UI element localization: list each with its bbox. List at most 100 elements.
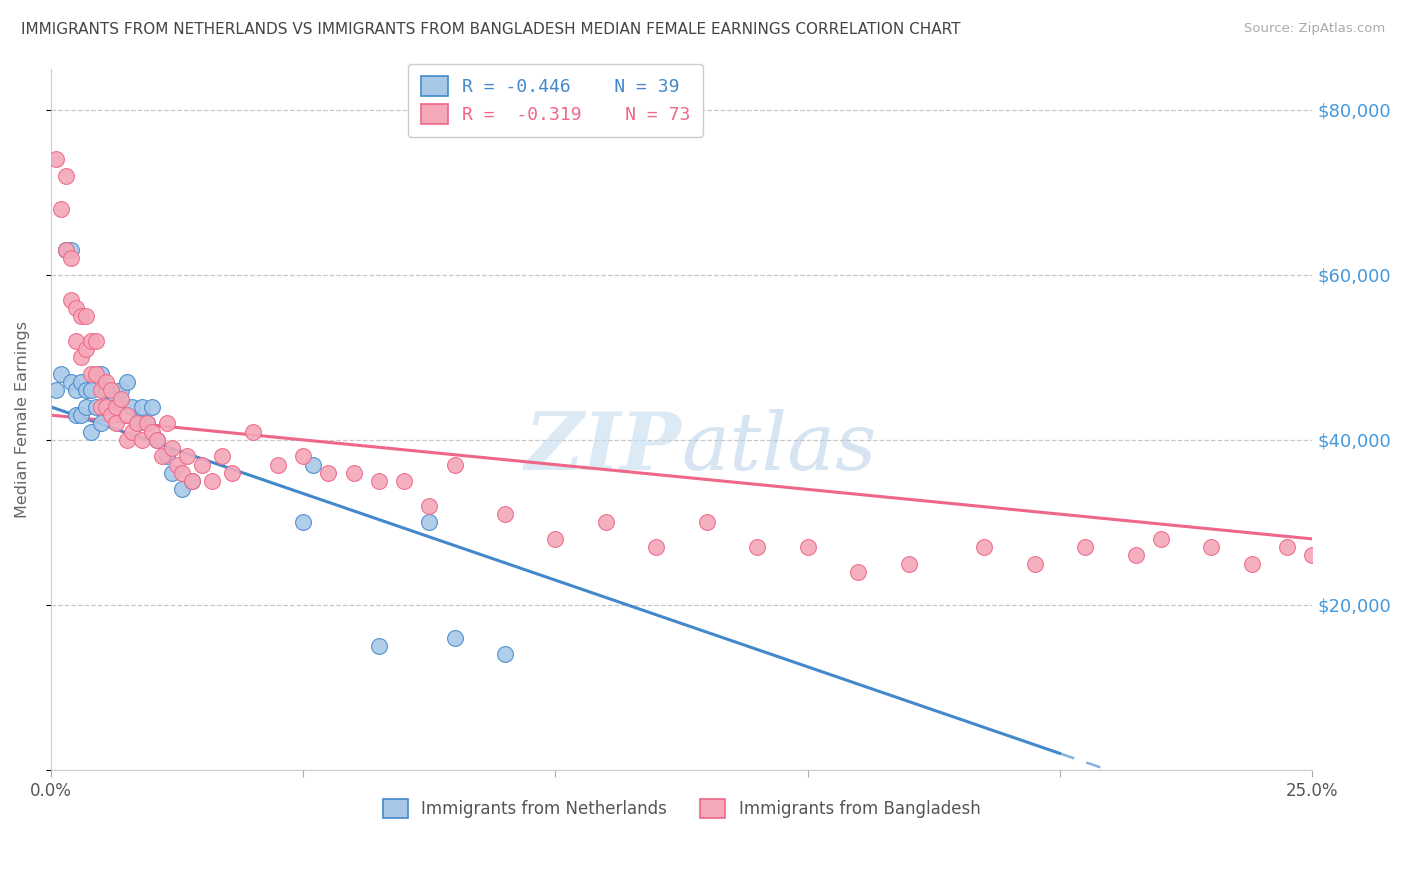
- Point: [1312, 557, 1334, 571]
- Point: [80, 425, 103, 439]
- Point: [84, 334, 107, 348]
- Point: [1074, 540, 1097, 554]
- Point: [55, 243, 77, 257]
- Point: [170, 466, 193, 480]
- Point: [80, 334, 103, 348]
- Point: [1201, 540, 1223, 554]
- Point: [156, 417, 179, 431]
- Point: [65, 384, 87, 398]
- Point: [160, 441, 183, 455]
- Point: [443, 458, 465, 472]
- Point: [90, 400, 112, 414]
- Point: [645, 540, 668, 554]
- Point: [100, 384, 122, 398]
- Point: [797, 540, 820, 554]
- Point: [318, 466, 340, 480]
- Text: IMMIGRANTS FROM NETHERLANDS VS IMMIGRANTS FROM BANGLADESH MEDIAN FEMALE EARNINGS: IMMIGRANTS FROM NETHERLANDS VS IMMIGRANT…: [21, 22, 960, 37]
- Point: [70, 351, 93, 365]
- Point: [75, 400, 97, 414]
- Point: [75, 309, 97, 323]
- Text: atlas: atlas: [682, 409, 877, 486]
- Point: [135, 417, 157, 431]
- Point: [595, 516, 617, 530]
- Point: [141, 400, 163, 414]
- Point: [150, 450, 173, 464]
- Point: [121, 400, 143, 414]
- Point: [96, 384, 118, 398]
- Point: [110, 384, 132, 398]
- Point: [1240, 557, 1263, 571]
- Point: [90, 367, 112, 381]
- Point: [125, 417, 148, 431]
- Point: [90, 417, 112, 431]
- Point: [342, 466, 364, 480]
- Legend: Immigrants from Netherlands, Immigrants from Bangladesh: Immigrants from Netherlands, Immigrants …: [377, 793, 987, 825]
- Point: [80, 367, 103, 381]
- Point: [115, 408, 138, 422]
- Point: [146, 433, 169, 447]
- Point: [100, 408, 122, 422]
- Point: [141, 425, 163, 439]
- Point: [973, 540, 995, 554]
- Point: [70, 408, 93, 422]
- Point: [110, 392, 132, 406]
- Point: [242, 425, 264, 439]
- Point: [292, 450, 315, 464]
- Point: [55, 243, 77, 257]
- Point: [367, 474, 389, 488]
- Point: [96, 375, 118, 389]
- Point: [55, 169, 77, 183]
- Point: [170, 483, 193, 497]
- Point: [181, 474, 204, 488]
- Point: [846, 565, 869, 579]
- Point: [105, 400, 128, 414]
- Point: [176, 450, 198, 464]
- Point: [494, 648, 516, 662]
- Point: [75, 384, 97, 398]
- Point: [60, 293, 83, 307]
- Point: [131, 400, 153, 414]
- Point: [1326, 565, 1348, 579]
- Point: [544, 532, 567, 546]
- Point: [443, 631, 465, 645]
- Point: [45, 384, 67, 398]
- Point: [60, 243, 83, 257]
- Point: [201, 474, 224, 488]
- Text: ZIP: ZIP: [524, 409, 682, 486]
- Point: [211, 450, 233, 464]
- Point: [80, 384, 103, 398]
- Point: [60, 375, 83, 389]
- Point: [131, 433, 153, 447]
- Point: [1024, 557, 1046, 571]
- Point: [105, 400, 128, 414]
- Point: [146, 433, 169, 447]
- Point: [156, 450, 179, 464]
- Point: [418, 499, 440, 513]
- Point: [292, 516, 315, 530]
- Y-axis label: Median Female Earnings: Median Female Earnings: [15, 321, 30, 517]
- Point: [65, 408, 87, 422]
- Point: [1275, 540, 1298, 554]
- Point: [160, 466, 183, 480]
- Point: [181, 474, 204, 488]
- Point: [392, 474, 415, 488]
- Point: [418, 516, 440, 530]
- Point: [65, 334, 87, 348]
- Point: [302, 458, 325, 472]
- Point: [60, 252, 83, 266]
- Point: [45, 153, 67, 167]
- Point: [221, 466, 243, 480]
- Point: [100, 384, 122, 398]
- Point: [105, 417, 128, 431]
- Point: [191, 458, 214, 472]
- Point: [90, 384, 112, 398]
- Point: [135, 417, 157, 431]
- Point: [367, 639, 389, 653]
- Point: [49, 367, 72, 381]
- Point: [75, 342, 97, 356]
- Text: Source: ZipAtlas.com: Source: ZipAtlas.com: [1244, 22, 1385, 36]
- Point: [1125, 549, 1147, 563]
- Point: [1150, 532, 1173, 546]
- Point: [65, 301, 87, 315]
- Point: [897, 557, 920, 571]
